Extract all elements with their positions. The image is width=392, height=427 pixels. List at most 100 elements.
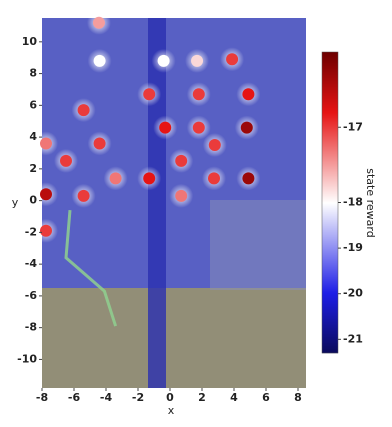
- colorbar-step: [322, 277, 338, 279]
- reward-point: [92, 16, 105, 29]
- colorbar-step: [322, 226, 338, 228]
- colorbar-step: [322, 292, 338, 294]
- colorbar-step: [322, 196, 338, 198]
- colorbar-tick-label: -20: [343, 287, 363, 300]
- colorbar-step: [322, 117, 338, 119]
- colorbar-step: [322, 266, 338, 268]
- colorbar-step: [322, 132, 338, 134]
- colorbar-step: [322, 225, 338, 227]
- reward-point: [143, 172, 156, 185]
- colorbar-step: [322, 99, 338, 101]
- colorbar-step: [322, 314, 338, 316]
- colorbar-step: [322, 183, 338, 185]
- x-tick-label: 2: [198, 391, 206, 404]
- colorbar-step: [322, 330, 338, 332]
- colorbar-step: [322, 129, 338, 131]
- colorbar-step: [322, 191, 338, 193]
- x-tick-label: -6: [68, 391, 81, 404]
- colorbar-step: [322, 229, 338, 231]
- colorbar-step: [322, 122, 338, 124]
- colorbar-step: [322, 162, 338, 164]
- reward-point: [192, 88, 205, 101]
- colorbar-step: [322, 60, 338, 62]
- colorbar-step: [322, 250, 338, 252]
- colorbar-step: [322, 155, 338, 157]
- colorbar-step: [322, 272, 338, 274]
- colorbar-step: [322, 335, 338, 337]
- colorbar-step: [322, 224, 338, 226]
- colorbar-step: [322, 64, 338, 66]
- colorbar-step: [322, 77, 338, 79]
- y-tick-label: -6: [25, 289, 38, 302]
- y-tick-label: 4: [29, 130, 37, 143]
- colorbar-step: [322, 252, 338, 254]
- colorbar-step: [322, 210, 338, 212]
- colorbar-step: [322, 171, 338, 173]
- colorbar-step: [322, 238, 338, 240]
- colorbar-step: [322, 109, 338, 111]
- colorbar-step: [322, 345, 338, 347]
- colorbar-step: [322, 92, 338, 94]
- colorbar-step: [322, 189, 338, 191]
- colorbar-step: [322, 161, 338, 163]
- colorbar-step: [322, 263, 338, 265]
- colorbar-step: [322, 104, 338, 106]
- colorbar-step: [322, 317, 338, 319]
- colorbar-step: [322, 253, 338, 255]
- colorbar-step: [322, 56, 338, 58]
- colorbar-step: [322, 280, 338, 282]
- reward-point: [40, 224, 52, 237]
- colorbar-step: [322, 181, 338, 183]
- colorbar-step: [322, 228, 338, 230]
- colorbar-step: [322, 297, 338, 299]
- colorbar-step: [322, 338, 338, 340]
- y-tick-label: -2: [25, 225, 37, 238]
- colorbar-step: [322, 190, 338, 192]
- colorbar-step: [322, 134, 338, 136]
- colorbar-tick-label: -21: [343, 332, 363, 345]
- colorbar-step: [322, 299, 338, 301]
- colorbar-step: [322, 346, 338, 348]
- colorbar-step: [322, 273, 338, 275]
- colorbar-step: [322, 303, 338, 305]
- colorbar-step: [322, 213, 338, 215]
- y-tick-label: -4: [25, 257, 38, 270]
- colorbar-step: [322, 89, 338, 91]
- colorbar-step: [322, 185, 338, 187]
- colorbar-step: [322, 198, 338, 200]
- colorbar-step: [322, 205, 338, 207]
- colorbar-step: [322, 59, 338, 61]
- colorbar-step: [322, 96, 338, 98]
- colorbar-step: [322, 237, 338, 239]
- colorbar-step: [322, 332, 338, 334]
- colorbar-step: [322, 71, 338, 73]
- colorbar-step: [322, 248, 338, 250]
- colorbar-step: [322, 147, 338, 149]
- colorbar-step: [322, 61, 338, 63]
- colorbar-step: [322, 265, 338, 267]
- colorbar-step: [322, 295, 338, 297]
- reward-point: [192, 121, 205, 134]
- colorbar-step: [322, 304, 338, 306]
- colorbar-step: [322, 249, 338, 251]
- colorbar-step: [322, 296, 338, 298]
- colorbar-step: [322, 158, 338, 160]
- colorbar-step: [322, 278, 338, 280]
- colorbar-step: [322, 320, 338, 322]
- colorbar-step: [322, 118, 338, 120]
- colorbar-step: [322, 95, 338, 97]
- colorbar-step: [322, 262, 338, 264]
- colorbar-label: state reward: [364, 168, 377, 237]
- colorbar-step: [322, 136, 338, 138]
- colorbar-step: [322, 167, 338, 169]
- colorbar-step: [322, 348, 338, 350]
- colorbar-step: [322, 328, 338, 330]
- colorbar-step: [322, 209, 338, 211]
- colorbar-step: [322, 180, 338, 182]
- reward-point: [242, 172, 255, 185]
- x-tick-label: 4: [230, 391, 238, 404]
- colorbar-step: [322, 67, 338, 69]
- reward-point: [175, 154, 188, 167]
- colorbar-step: [322, 281, 338, 283]
